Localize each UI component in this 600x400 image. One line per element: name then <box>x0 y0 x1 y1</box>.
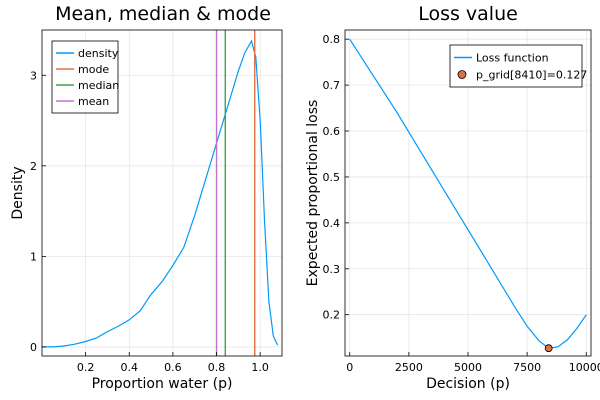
loss-y-tick-label: 0.2 <box>323 309 341 322</box>
density-y-axis-label: Density <box>10 166 26 219</box>
loss-legend: Loss function p_grid[8410]=0.127 <box>449 44 587 88</box>
loss-x-tick-label: 0 <box>346 361 353 374</box>
loss-function-series-line <box>349 38 587 349</box>
mode-legend-label: mode <box>78 63 109 76</box>
loss-x-tick-label: 5000 <box>454 361 482 374</box>
density-x-axis-label: Proportion water (p) <box>92 376 233 392</box>
density-y-tick-label: 0 <box>30 341 37 354</box>
optimum-point-marker <box>544 344 553 353</box>
loss-y-axis-label: Expected proportional loss <box>305 100 321 287</box>
loss-x-tick-label: 2500 <box>395 361 423 374</box>
p-grid-8410-0-127-legend-marker <box>457 70 467 79</box>
density-plot-frame <box>41 29 283 357</box>
density-y-tick-label: 3 <box>30 69 37 82</box>
loss-function-legend-label: Loss function <box>476 52 549 65</box>
loss-y-tick-label: 0.5 <box>323 171 341 184</box>
loss-chart-title: Loss value <box>418 3 518 25</box>
density-x-tick-label: 0.2 <box>77 361 95 374</box>
loss-y-tick-label: 0.3 <box>323 263 341 276</box>
density-x-tick-label: 0.4 <box>121 361 139 374</box>
density-x-tick-label: 0.6 <box>164 361 182 374</box>
loss-y-tick-label: 0.4 <box>323 217 341 230</box>
loss-x-tick-label: 7500 <box>513 361 541 374</box>
mean-legend-label: mean <box>78 95 109 108</box>
density-y-tick-label: 1 <box>30 250 37 263</box>
loss-legend-box <box>449 44 583 88</box>
loss-y-tick-label: 0.6 <box>323 125 341 138</box>
density-legend: density mode median mean <box>51 40 119 114</box>
p-grid-8410-0-127-legend-label: p_grid[8410]=0.127 <box>476 69 587 82</box>
loss-y-tick-label: 0.7 <box>323 79 341 92</box>
density-legend-label: density <box>78 47 119 60</box>
density-x-tick-label: 0.8 <box>208 361 226 374</box>
density-series-line <box>42 39 279 348</box>
loss-x-axis-label: Decision (p) <box>426 376 510 392</box>
loss-y-tick-label: 0.8 <box>323 33 341 46</box>
density-panel: Mean, median & mode 0.2 0.4 0.6 0.8 1.00123 … <box>10 3 283 392</box>
density-y-tick-label: 2 <box>30 160 37 173</box>
density-chart-title: Mean, median & mode <box>55 3 271 25</box>
density-x-tick-label: 1.0 <box>251 361 269 374</box>
median-legend-label: median <box>78 79 119 92</box>
